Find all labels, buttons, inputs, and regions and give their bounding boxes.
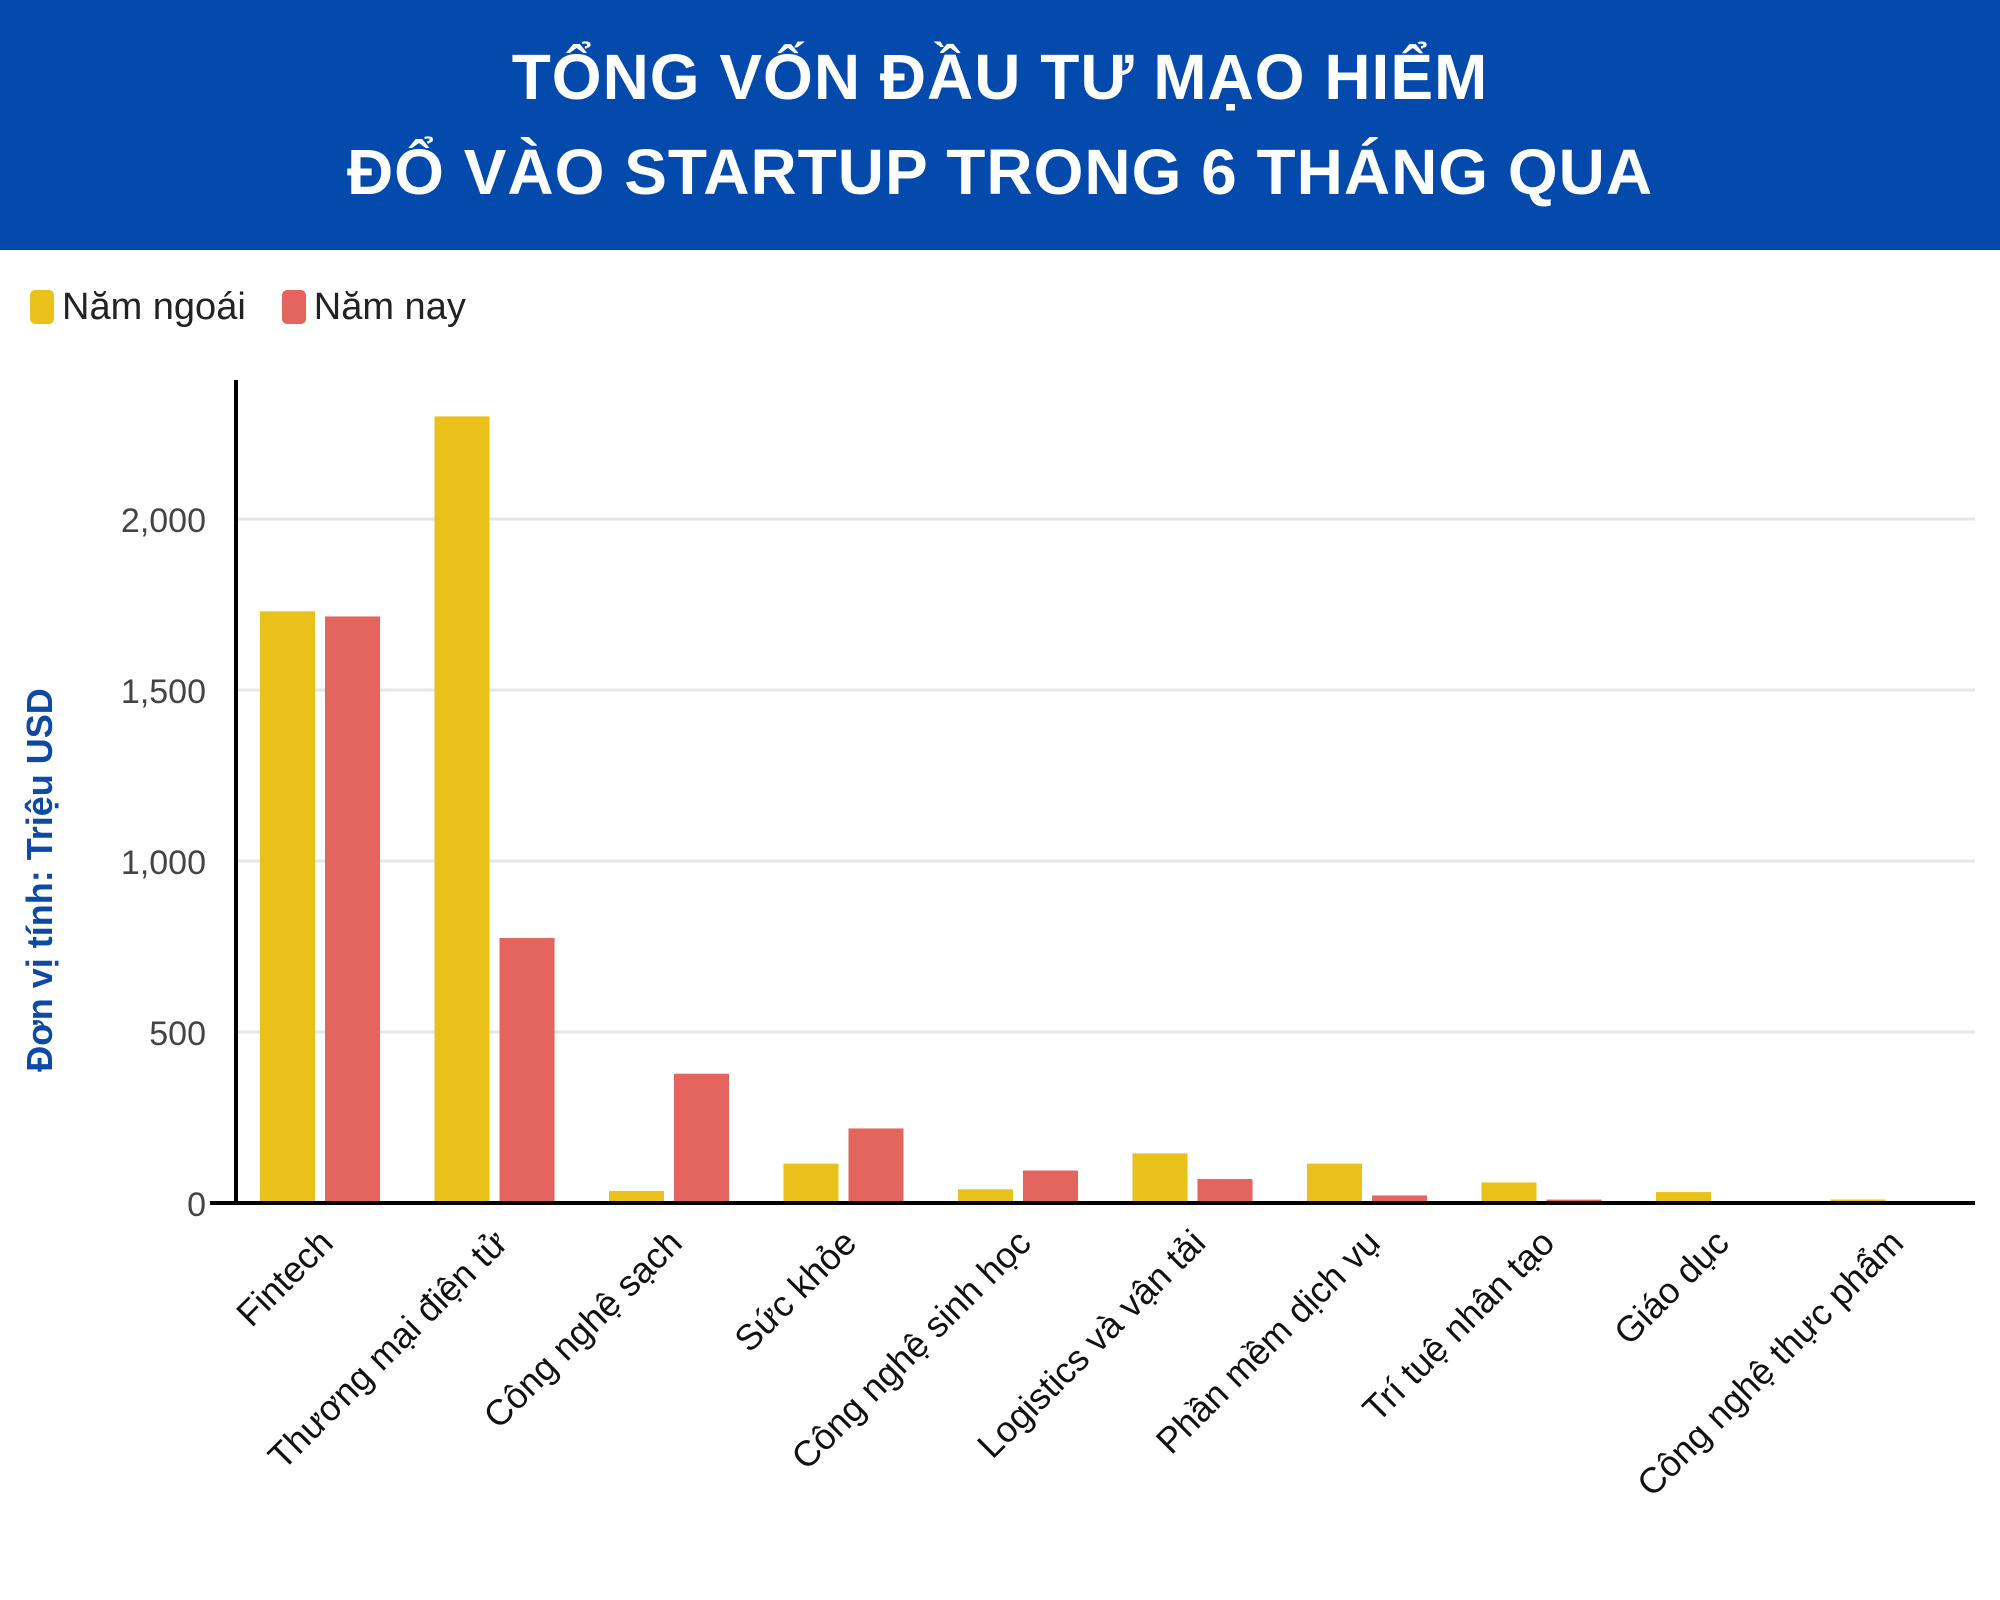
bar-last-year [609,1191,664,1203]
chart-title-line-2: ĐỔ VÀO STARTUP TRONG 6 THÁNG QUA [346,136,1654,208]
bar-this-year [1023,1170,1078,1203]
legend-swatch-this-year [281,290,306,324]
legend-item-last-year: Năm ngoái [30,286,246,329]
legend-label-this-year: Năm nay [313,285,466,328]
x-tick-label: Sức khỏe [726,1222,864,1360]
legend-swatch-last-year [30,290,54,324]
x-tick-label: Giáo dục [1606,1222,1737,1353]
bar-this-year [325,616,380,1203]
legend-item-this-year: Năm nay [281,285,466,329]
y-tick-label: 0 [187,1186,206,1224]
bars [260,416,1951,1203]
bar-this-year [499,937,555,1203]
y-tick-label: 2,000 [121,502,206,540]
bar-last-year [958,1189,1013,1203]
bar-last-year [1307,1163,1362,1203]
y-tick-label: 1,500 [121,673,206,711]
bar-this-year [674,1073,729,1203]
bar-this-year [1197,1179,1253,1203]
bar-last-year [1132,1153,1188,1203]
legend: Năm ngoái Năm nay [30,282,502,332]
gridlines [236,517,1975,1034]
bar-last-year [260,611,315,1203]
y-tick-label: 1,000 [121,844,206,882]
axes [210,380,1975,1205]
bar-this-year [848,1128,904,1203]
y-axis-title: Đơn vị tính: Triệu USD [19,688,60,1072]
chart-header: TỔNG VỐN ĐẦU TƯ MẠO HIỂM ĐỔ VÀO STARTUP … [0,0,2000,250]
x-tick-label: Trí tuệ nhân tạo [1354,1222,1562,1430]
y-tick-label: 500 [149,1015,206,1053]
bar-last-year [783,1163,839,1203]
bar-last-year [1481,1182,1537,1203]
bar-last-year [1656,1192,1711,1203]
x-tick-label: Fintech [228,1222,340,1334]
chart-title-line-1: TỔNG VỐN ĐẦU TƯ MẠO HIỂM [511,41,1489,113]
bar-last-year [434,416,490,1203]
bar-this-year [1372,1195,1427,1203]
legend-label-last-year: Năm ngoái [62,285,246,328]
